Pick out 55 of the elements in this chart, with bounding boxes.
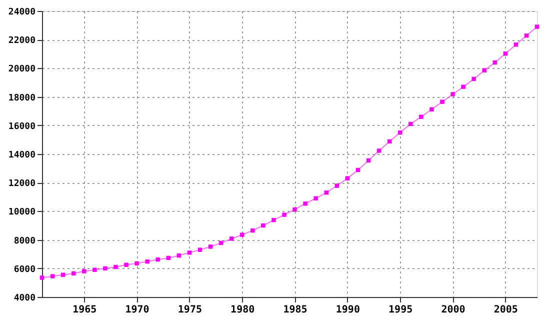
x-tick-label: 1990	[336, 304, 360, 316]
y-tick-label: 10000	[8, 208, 36, 218]
point	[114, 264, 118, 270]
y-tick-label: 16000	[8, 122, 36, 132]
point	[314, 196, 318, 200]
point	[250, 228, 255, 233]
point	[324, 190, 328, 195]
point	[272, 218, 276, 222]
point	[50, 274, 55, 278]
y-tick-label: 8000	[14, 236, 36, 246]
y-tick-label: 24000	[8, 8, 36, 18]
point	[208, 244, 213, 249]
point	[482, 68, 486, 72]
x-tick-label: 1970	[125, 304, 150, 316]
x-tick-label: 2000	[441, 304, 466, 316]
y-tick-label: 14000	[8, 150, 36, 160]
y-tick-label: 6000	[14, 264, 36, 275]
point	[60, 272, 66, 277]
point	[534, 24, 540, 29]
point	[450, 92, 455, 96]
y-tick-label: 18000	[8, 93, 36, 104]
y-tick-label: 22000	[8, 36, 36, 46]
point	[156, 257, 160, 262]
x-tick-label: 1965	[72, 304, 97, 316]
point	[240, 232, 244, 237]
point	[103, 266, 108, 271]
point	[430, 107, 434, 112]
point	[345, 176, 350, 180]
x-tick-label: 1980	[230, 304, 255, 316]
point	[198, 248, 202, 252]
x-tick-label: 2005	[494, 304, 518, 316]
point	[92, 268, 97, 272]
point	[334, 184, 340, 188]
point	[461, 84, 466, 89]
point	[124, 262, 128, 267]
point	[303, 202, 308, 206]
point	[40, 276, 44, 280]
point	[292, 207, 297, 212]
point	[229, 236, 234, 241]
x-tick-label: 1985	[283, 304, 308, 316]
point	[440, 100, 444, 104]
point	[145, 259, 150, 264]
point	[261, 223, 266, 228]
y-tick-label: 12000	[8, 179, 36, 190]
point	[282, 212, 286, 217]
point	[472, 76, 476, 82]
point	[419, 114, 424, 119]
x-tick-label: 1975	[178, 304, 202, 316]
y-tick-label: 4000	[14, 294, 36, 304]
point	[134, 261, 139, 266]
point	[187, 250, 192, 255]
y-tick-label: 20000	[8, 64, 36, 75]
point	[376, 148, 382, 153]
x-tick-label: 1995	[388, 304, 413, 316]
point	[82, 269, 86, 274]
